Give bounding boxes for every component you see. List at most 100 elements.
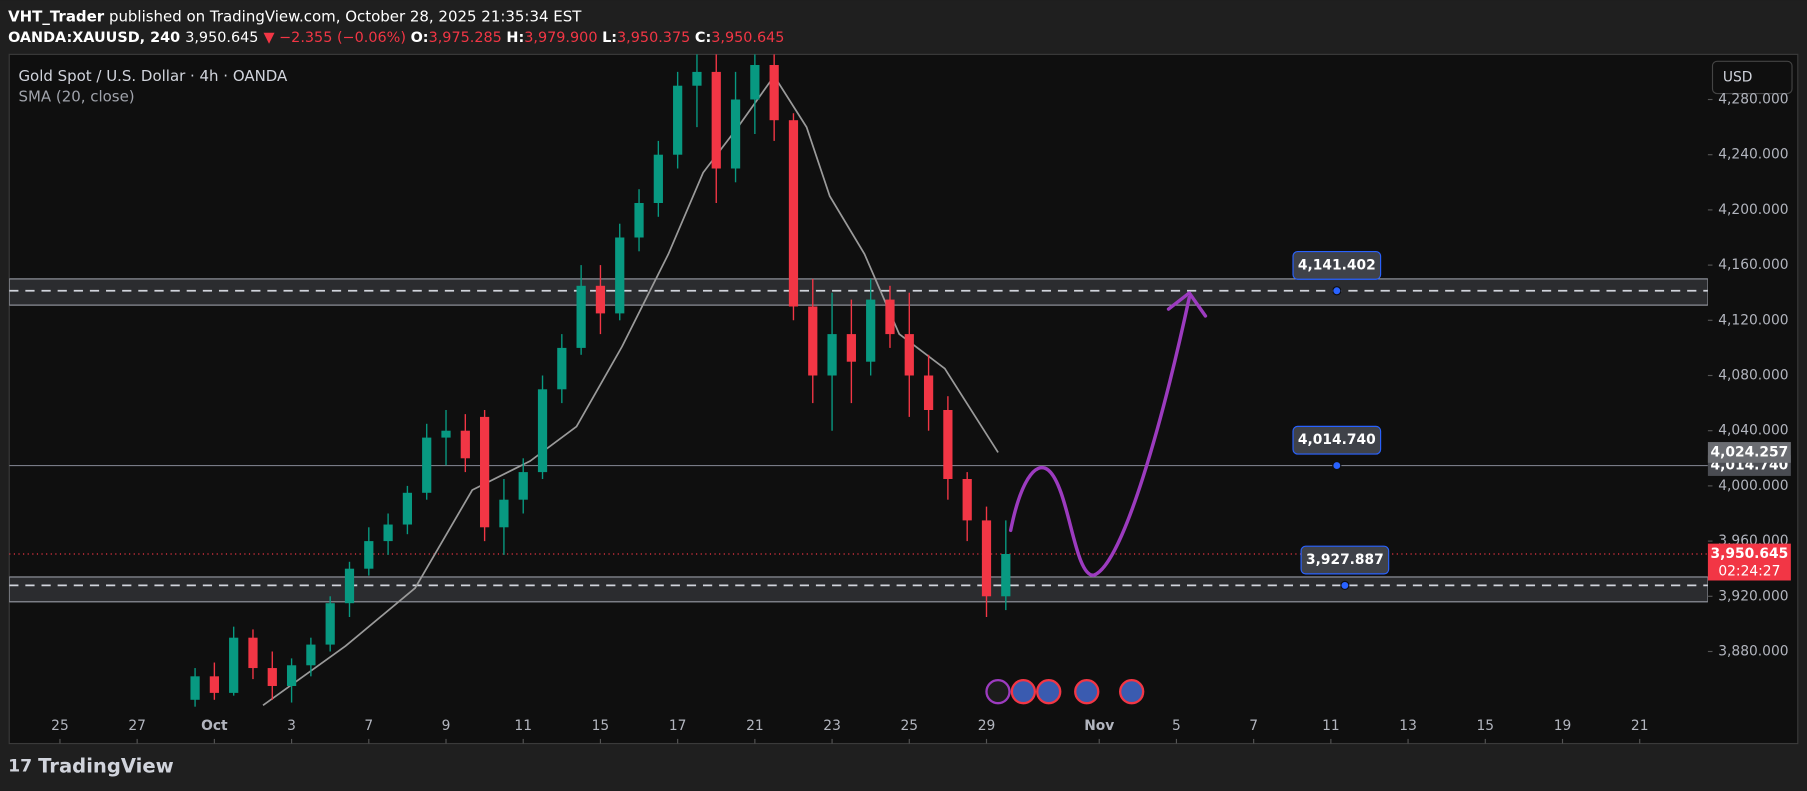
plot-area (9, 54, 1708, 707)
candle-body (441, 430, 451, 438)
candle-body (769, 65, 779, 121)
candle-body (248, 637, 258, 669)
sma-legend: SMA (20, close) (18, 88, 134, 106)
x-tick-label: Nov (1084, 718, 1114, 734)
candle-body (480, 416, 490, 528)
level-anchor (1332, 286, 1342, 296)
x-tick-label: 9 (442, 718, 451, 734)
x-tick-label: 7 (364, 718, 373, 734)
event-icon[interactable] (985, 678, 1011, 705)
candle-body (730, 99, 741, 169)
x-tick-label: 25 (900, 718, 918, 734)
level-label: 4,141.402 (1298, 257, 1376, 273)
x-tick-label: 11 (1322, 718, 1340, 734)
countdown: 02:24:27 (1718, 563, 1780, 579)
candle-body (750, 65, 760, 100)
y-tick-label: 4,120.000 (1718, 312, 1788, 328)
chart-panel (8, 53, 1799, 745)
drawn-projection (1008, 295, 1192, 578)
ohlc-value: 3,950.645 (711, 30, 784, 46)
level-anchor (1332, 460, 1342, 471)
candle-body (1001, 554, 1011, 597)
ohlc-label: L: (602, 30, 617, 46)
candle-body (499, 499, 509, 528)
x-tick-label: 19 (1554, 718, 1572, 734)
ohlc-label: H: (506, 30, 524, 46)
symbol-line: OANDA:XAUUSD, 240 3,950.645 ▼ −2.355 (−0… (8, 30, 784, 46)
candle-body (286, 665, 297, 686)
ohlc-value: 3,979.900 (524, 30, 597, 46)
y-tick-label: 4,200.000 (1718, 202, 1788, 218)
candle-body (402, 492, 413, 525)
candle-body (846, 334, 856, 362)
sma-last-box (1707, 442, 1791, 463)
x-tick-label: 21 (1631, 718, 1649, 734)
candle-body (190, 676, 200, 700)
candle-body (981, 520, 992, 597)
candle-body (885, 299, 895, 335)
candle-body (209, 676, 219, 693)
x-tick-label: 11 (514, 718, 532, 734)
ohlc-value: 3,950.375 (617, 30, 690, 46)
currency-label: USD (1723, 69, 1753, 85)
last-price-box (1707, 543, 1791, 581)
event-icons (985, 678, 1145, 705)
candle-body (788, 120, 799, 307)
chart-title: Gold Spot / U.S. Dollar · 4h · OANDA (18, 67, 288, 85)
event-icon[interactable] (1119, 678, 1145, 705)
ohlc-label: O: (411, 30, 429, 46)
symbol: OANDA:XAUUSD, 240 (8, 30, 180, 46)
candle-body (537, 389, 548, 473)
y-tick-label: 3,920.000 (1718, 588, 1788, 604)
level-label-box (1300, 545, 1390, 575)
candle-body (634, 203, 644, 238)
candle-body (866, 299, 876, 362)
candle-body (943, 409, 953, 479)
level-label-box (1292, 425, 1382, 455)
candle-body (962, 478, 972, 521)
candle-body (325, 603, 335, 645)
level-label-box (1292, 251, 1382, 280)
x-tick-label: 3 (287, 718, 296, 734)
brand: TradingView (38, 754, 174, 777)
change: ▼ −2.355 (−0.06%) (263, 30, 405, 46)
last-price-label: 3,950.645 (1710, 546, 1788, 562)
level-anchor (1340, 580, 1350, 591)
candle-body (557, 347, 567, 390)
candle-body (267, 668, 277, 686)
event-icon[interactable] (1036, 678, 1062, 705)
candle-body (383, 524, 393, 542)
x-tick-label: 7 (1249, 718, 1258, 734)
currency-button[interactable] (1711, 60, 1793, 95)
candle-body (306, 644, 316, 666)
candle-body (904, 334, 914, 376)
logo: 𝟭𝟳 (8, 757, 38, 777)
candle-body (576, 285, 586, 348)
header-line: VHT_Trader published on TradingView.com,… (8, 7, 582, 25)
ohlc-value: 3,975.285 (429, 30, 502, 46)
published: published on TradingView.com, October 28… (109, 7, 582, 25)
event-icon[interactable] (1010, 678, 1037, 705)
x-tick-label: Oct (201, 718, 228, 734)
x-tick-label: 15 (1476, 718, 1494, 734)
publisher: VHT_Trader (8, 7, 105, 25)
candle-body (229, 637, 239, 693)
x-tick-label: 21 (746, 718, 764, 734)
candle-body (344, 568, 355, 604)
candle-body (673, 85, 683, 155)
candle-body (518, 472, 528, 500)
y-tick-label: 4,160.000 (1718, 257, 1788, 273)
x-tick-label: 23 (823, 718, 841, 734)
candle-body (615, 237, 625, 314)
event-icon[interactable] (1074, 678, 1100, 705)
drawn-arrow (1166, 291, 1208, 318)
candle-body (460, 430, 470, 459)
zone-band (9, 278, 1708, 306)
x-tick-label: 17 (669, 718, 687, 734)
y-tick-label: 4,040.000 (1718, 423, 1788, 439)
y-tick-label: 4,240.000 (1718, 147, 1788, 163)
price: 3,950.645 (185, 30, 258, 46)
y-tick-label: 4,080.000 (1718, 367, 1788, 383)
candle-body (923, 375, 934, 410)
